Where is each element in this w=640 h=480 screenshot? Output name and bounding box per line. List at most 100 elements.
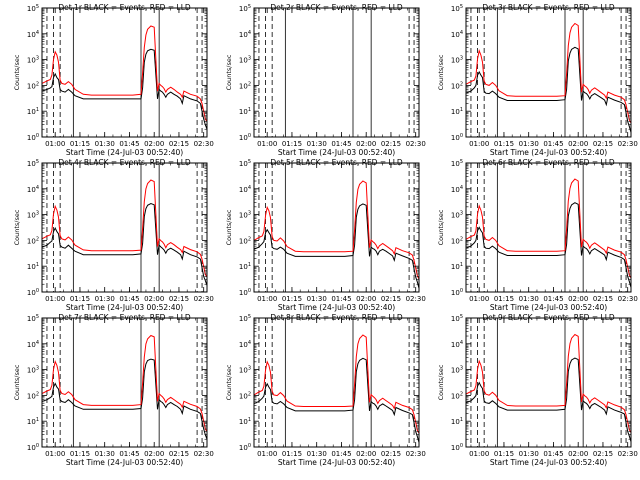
x-tick-label: 02:00 — [144, 450, 164, 458]
x-tick-label: 02:00 — [144, 295, 164, 303]
x-tick-label: 01:45 — [119, 450, 139, 458]
y-tick-label: 104 — [451, 340, 463, 349]
y-tick-label: 102 — [27, 81, 39, 90]
x-tick-label: 02:15 — [169, 295, 189, 303]
x-tick-label: 01:00 — [45, 140, 65, 148]
y-tick-label: 104 — [27, 30, 39, 39]
x-tick-label: 01:30 — [307, 450, 327, 458]
series-line-events — [466, 202, 631, 288]
x-tick-label: 02:30 — [406, 140, 426, 148]
y-tick-label: 105 — [239, 314, 251, 323]
y-axis-label: Counts/sec — [13, 364, 21, 400]
x-axis-label: Start Time (24-Jul-03 00:52:40) — [490, 148, 607, 157]
panel-8: 100 101 102 103 104 105 01:00 01:15 01:30 01:45 02… — [225, 313, 426, 467]
y-axis-label: Counts/sec — [437, 54, 445, 90]
plot-frame — [465, 7, 632, 138]
x-tick-label: 02:30 — [406, 450, 426, 458]
x-tick-label: 01:45 — [331, 295, 351, 303]
y-tick-label: 102 — [27, 236, 39, 245]
y-tick-label: 102 — [239, 81, 251, 90]
y-tick-label: 103 — [451, 211, 463, 220]
plot-frame — [41, 7, 208, 138]
x-tick-label: 01:30 — [95, 450, 115, 458]
panel-3: 100 101 102 103 104 105 01:00 01:15 01:30 01:45 02… — [437, 3, 638, 157]
y-tick-label: 103 — [239, 366, 251, 375]
series-line-events — [42, 48, 207, 130]
x-tick-label: 02:00 — [356, 295, 376, 303]
panel-1: 100 101 102 103 104 105 01:00 01:15 01:30 01:45 02… — [13, 3, 214, 157]
x-tick-label: 01:15 — [282, 140, 302, 148]
y-tick-label: 104 — [27, 340, 39, 349]
y-tick-label: 100 — [451, 133, 463, 142]
y-tick-label: 101 — [451, 262, 463, 271]
panel-2: 100 101 102 103 104 105 01:00 01:15 01:30 01:45 02… — [225, 3, 426, 157]
series-line-lld — [42, 179, 207, 278]
y-axis-label: Counts/sec — [13, 54, 21, 90]
plot-frame — [253, 7, 420, 138]
x-tick-label: 01:00 — [469, 295, 489, 303]
panel-title: Det 7r-BLACK = Events, RED = LLD — [58, 313, 191, 322]
y-tick-label: 101 — [239, 107, 251, 116]
x-tick-label: 01:15 — [494, 295, 514, 303]
y-tick-label: 102 — [239, 236, 251, 245]
y-tick-label: 103 — [27, 56, 39, 65]
y-axis-label: Counts/sec — [225, 54, 233, 90]
x-tick-label: 01:30 — [519, 295, 539, 303]
x-tick-label: 01:30 — [95, 140, 115, 148]
y-tick-label: 104 — [239, 185, 251, 194]
plot-frame — [41, 162, 208, 293]
y-tick-label: 100 — [27, 288, 39, 297]
series-line-lld — [466, 333, 631, 433]
plot-frame — [253, 317, 420, 448]
y-tick-label: 105 — [239, 159, 251, 168]
x-tick-label: 02:15 — [593, 450, 613, 458]
y-tick-label: 101 — [451, 107, 463, 116]
x-tick-label: 02:30 — [618, 295, 638, 303]
y-tick-label: 105 — [27, 314, 39, 323]
y-axis-label: Counts/sec — [437, 209, 445, 245]
y-tick-label: 100 — [239, 288, 251, 297]
x-tick-label: 02:00 — [568, 295, 588, 303]
x-tick-label: 01:00 — [45, 295, 65, 303]
y-tick-label: 100 — [451, 443, 463, 452]
x-tick-label: 01:00 — [257, 450, 277, 458]
y-axis-label: Counts/sec — [225, 209, 233, 245]
x-tick-label: 02:00 — [568, 450, 588, 458]
series-line-lld — [254, 334, 419, 434]
panel-title: Det 1r-BLACK = Events, RED = LLD — [58, 3, 191, 12]
panel-4: 100 101 102 103 104 105 01:00 01:15 01:30 01:45 02… — [13, 158, 214, 312]
x-tick-label: 02:00 — [356, 450, 376, 458]
panel-title: Det 4r-BLACK = Events, RED = LLD — [58, 158, 191, 167]
x-tick-label: 01:45 — [543, 295, 563, 303]
y-tick-label: 102 — [27, 391, 39, 400]
x-tick-label: 01:00 — [257, 140, 277, 148]
x-tick-label: 02:30 — [194, 295, 214, 303]
panel-9: 100 101 102 103 104 105 01:00 01:15 01:30 01:45 02… — [437, 313, 638, 467]
y-tick-label: 104 — [27, 185, 39, 194]
y-tick-label: 105 — [27, 159, 39, 168]
x-tick-label: 01:00 — [45, 450, 65, 458]
x-tick-label: 02:15 — [169, 450, 189, 458]
panel-title: Det 5r-BLACK = Events, RED = LLD — [270, 158, 403, 167]
x-axis-label: Start Time (24-Jul-03 00:52:40) — [278, 148, 395, 157]
series-line-events — [42, 202, 207, 286]
x-tick-label: 01:30 — [95, 295, 115, 303]
y-tick-label: 102 — [451, 81, 463, 90]
x-tick-label: 01:00 — [257, 295, 277, 303]
x-tick-label: 01:00 — [469, 140, 489, 148]
y-tick-label: 101 — [27, 417, 39, 426]
y-tick-label: 102 — [451, 236, 463, 245]
x-tick-label: 01:30 — [519, 140, 539, 148]
x-tick-label: 01:45 — [543, 140, 563, 148]
x-tick-label: 01:00 — [469, 450, 489, 458]
series-line-events — [254, 203, 419, 289]
x-tick-label: 01:45 — [119, 140, 139, 148]
x-tick-label: 02:30 — [406, 295, 426, 303]
series-line-lld — [254, 180, 419, 280]
y-tick-label: 105 — [451, 159, 463, 168]
y-tick-label: 105 — [27, 4, 39, 13]
x-tick-label: 02:30 — [618, 450, 638, 458]
x-tick-label: 02:00 — [144, 140, 164, 148]
plot-frame — [253, 162, 420, 293]
